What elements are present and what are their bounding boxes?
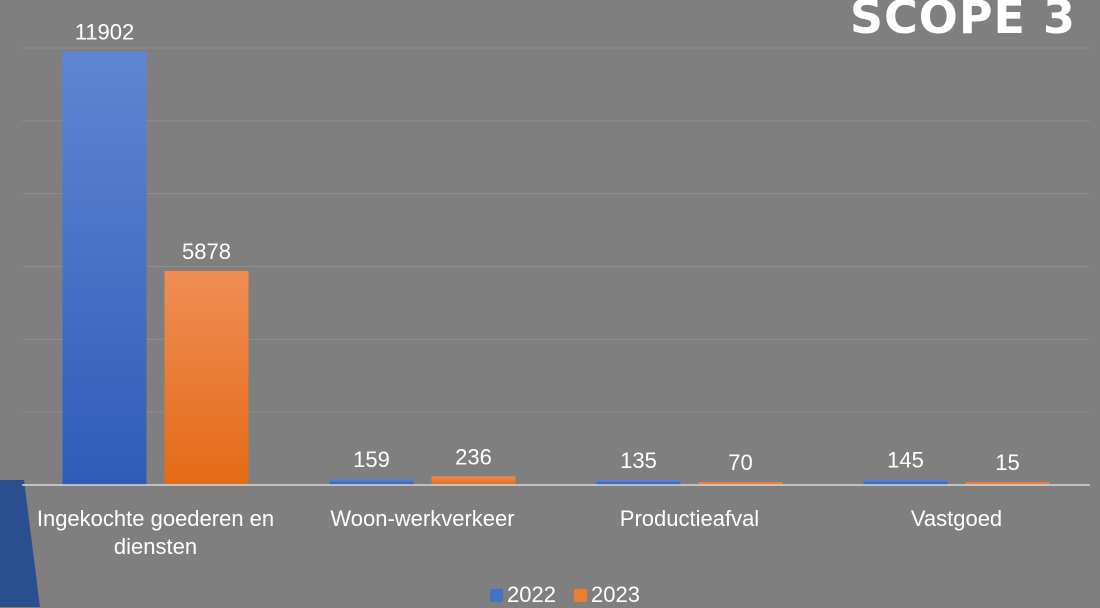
data-label-2023-0: 5878 <box>182 239 231 264</box>
slide-heading: SCOPE 3 <box>849 0 1076 44</box>
category-labels: Ingekochte goederen en diensten Woon-werkv… <box>37 506 1002 559</box>
data-label-2023-3: 15 <box>995 450 1019 475</box>
bar-2022-2 <box>596 480 681 485</box>
data-label-2022-3: 145 <box>887 448 924 473</box>
legend: 2022 2023 <box>0 582 1100 608</box>
category-label-0: diensten <box>114 534 197 559</box>
data-labels: 11902 5878 159 236 135 70 145 15 <box>75 20 1020 475</box>
bar-2022-1 <box>329 479 414 485</box>
legend-label-2022: 2022 <box>507 582 556 607</box>
category-label-3: Vastgoed <box>911 506 1002 531</box>
bar-2022-0 <box>62 51 147 485</box>
category-label-0: Ingekochte goederen en <box>37 506 274 531</box>
legend-swatch-2023 <box>574 588 587 602</box>
bars <box>62 51 1050 485</box>
category-label-1: Woon-werkverkeer <box>330 506 514 531</box>
bar-2023-0 <box>164 270 249 485</box>
bar-2023-1 <box>431 476 516 485</box>
bar-2022-3 <box>863 479 948 485</box>
legend-item-2022: 2022 <box>490 582 556 608</box>
category-label-2: Productieafval <box>620 506 759 531</box>
left-edge-decoration <box>0 480 40 607</box>
bar-2023-3 <box>965 482 1050 485</box>
data-label-2023-2: 70 <box>728 450 752 475</box>
bar-2023-2 <box>698 482 783 485</box>
data-label-2022-1: 159 <box>353 447 390 472</box>
data-label-2022-2: 135 <box>620 448 657 473</box>
legend-swatch-2022 <box>490 588 504 602</box>
data-label-2022-0: 11902 <box>75 20 135 45</box>
legend-label-2023: 2023 <box>591 582 640 607</box>
data-label-2023-1: 236 <box>455 444 492 469</box>
legend-item-2023: 2023 <box>574 582 640 608</box>
